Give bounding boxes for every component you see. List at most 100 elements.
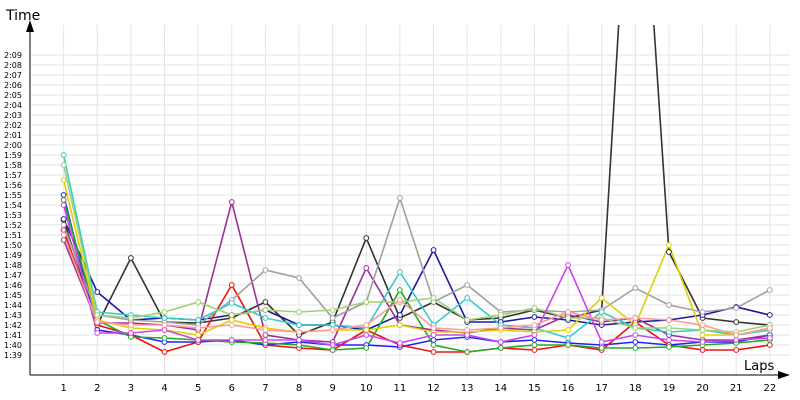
data-point	[464, 295, 471, 301]
data-point	[666, 249, 672, 255]
data-point	[766, 287, 773, 293]
data-point	[161, 315, 168, 321]
data-point	[531, 342, 538, 348]
y-tick-label: 1:53	[4, 211, 22, 220]
data-point	[430, 332, 437, 338]
data-point	[531, 305, 538, 311]
data-point	[94, 312, 101, 318]
data-point	[699, 309, 706, 315]
data-point	[195, 325, 202, 331]
data-point	[699, 327, 706, 333]
data-point	[363, 322, 370, 328]
data-point	[161, 349, 168, 355]
series-line	[62, 204, 770, 346]
data-point	[632, 315, 639, 321]
x-tick-label: 13	[461, 383, 474, 394]
y-axis-title: Time	[5, 8, 40, 24]
data-point	[60, 197, 67, 203]
data-point	[329, 322, 336, 328]
y-tick-label: 2:09	[4, 51, 22, 60]
x-tick-label: 21	[730, 383, 743, 394]
data-point	[195, 317, 202, 323]
y-tick-label: 2:07	[4, 71, 22, 80]
data-point	[296, 322, 302, 328]
data-point	[363, 332, 370, 338]
series-line	[62, 234, 770, 336]
series-line	[62, 201, 770, 343]
series-line	[62, 179, 770, 336]
data-point	[598, 295, 605, 301]
data-point	[228, 282, 235, 288]
data-point	[565, 327, 571, 333]
data-point	[262, 337, 269, 343]
data-point	[632, 345, 639, 351]
data-point	[262, 299, 269, 305]
data-point	[666, 344, 672, 350]
data-point	[565, 342, 571, 348]
data-point	[733, 332, 740, 338]
data-point	[296, 342, 302, 348]
x-axis-title: Laps	[744, 359, 774, 374]
data-point	[60, 232, 67, 238]
y-tick-label: 1:49	[4, 251, 22, 260]
data-point	[464, 282, 471, 288]
x-tick-label: 5	[195, 383, 201, 394]
data-point	[329, 342, 336, 348]
series-line	[62, 199, 770, 353]
data-point	[363, 265, 370, 271]
data-point	[161, 309, 168, 315]
data-point	[60, 237, 67, 243]
data-point	[464, 349, 471, 355]
data-point	[699, 347, 706, 353]
y-tick-label: 2:05	[4, 91, 22, 100]
data-point	[531, 314, 538, 320]
data-point	[598, 309, 605, 315]
data-point	[60, 177, 67, 183]
y-tick-label: 1:44	[4, 301, 22, 310]
data-point	[397, 312, 403, 318]
data-point	[397, 287, 403, 293]
data-point	[430, 247, 437, 253]
data-point	[60, 192, 67, 198]
data-point	[363, 345, 370, 351]
data-point	[397, 297, 403, 303]
data-point	[60, 216, 67, 222]
x-tick-label: 8	[296, 383, 302, 394]
data-point	[464, 317, 471, 323]
y-tick-label: 1:54	[4, 201, 22, 210]
y-tick-label: 1:58	[4, 161, 22, 170]
data-point	[497, 345, 504, 351]
data-point	[632, 325, 639, 331]
data-point	[397, 322, 403, 328]
x-axis-arrow	[778, 371, 790, 379]
y-tick-label: 2:03	[4, 111, 22, 120]
data-point	[430, 325, 437, 331]
data-point	[565, 315, 571, 321]
y-tick-label: 2:00	[4, 141, 22, 150]
data-point	[60, 152, 67, 158]
data-point	[262, 332, 269, 338]
data-point	[397, 340, 403, 346]
data-point	[195, 332, 202, 338]
data-point	[497, 339, 504, 345]
data-point	[632, 332, 639, 338]
data-point	[430, 337, 437, 343]
data-point	[329, 347, 336, 353]
data-point	[397, 195, 403, 201]
y-tick-label: 1:47	[4, 271, 22, 280]
data-point	[565, 335, 571, 341]
data-point	[94, 289, 101, 295]
x-tick-label: 14	[494, 383, 507, 394]
data-point	[329, 307, 336, 313]
x-tick-label: 10	[360, 383, 373, 394]
y-tick-label: 1:43	[4, 311, 22, 320]
data-point	[228, 337, 235, 343]
y-tick-label: 1:56	[4, 181, 22, 190]
data-point	[430, 295, 437, 301]
data-point	[363, 235, 370, 241]
y-tick-label: 2:01	[4, 131, 22, 140]
data-point	[296, 275, 302, 281]
data-point	[733, 319, 740, 325]
data-point	[161, 335, 168, 341]
data-point	[397, 269, 403, 275]
